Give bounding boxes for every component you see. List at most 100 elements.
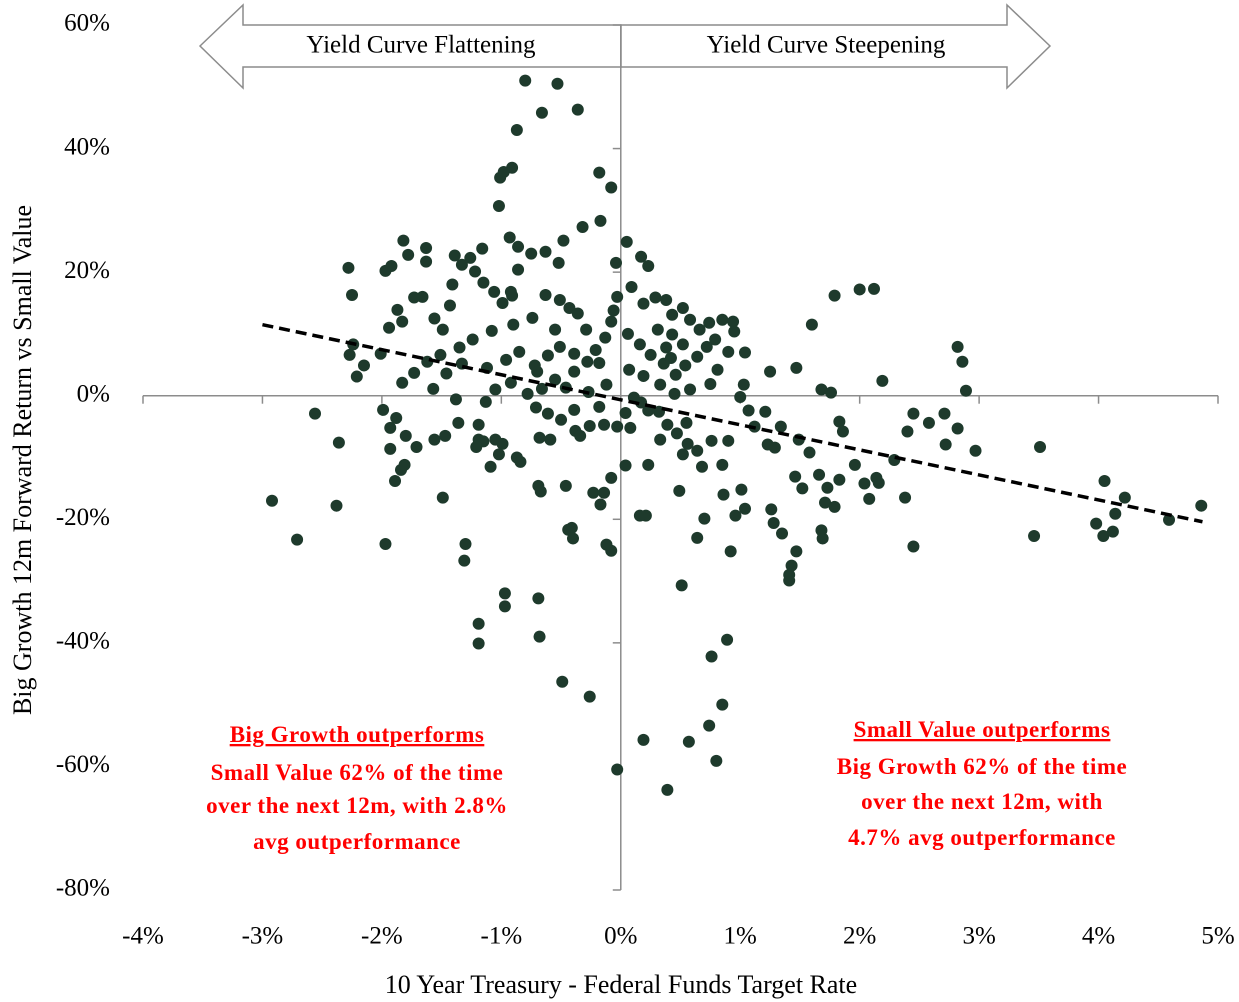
point [549, 373, 562, 386]
point [700, 340, 713, 353]
point [599, 331, 612, 344]
annotation: Big Growth outperforms [230, 722, 485, 747]
point [472, 418, 485, 431]
point [410, 440, 423, 453]
point [384, 421, 397, 434]
point [598, 418, 611, 431]
point [728, 325, 741, 338]
point [785, 559, 798, 572]
point [571, 103, 584, 116]
point [455, 258, 468, 271]
point [637, 297, 650, 310]
point [539, 245, 552, 258]
x-tick-label: -4% [122, 923, 164, 950]
point [1163, 513, 1176, 526]
point [633, 509, 646, 522]
point [611, 420, 624, 433]
y-tick-label: 40% [64, 133, 110, 160]
point [863, 492, 876, 505]
point [654, 433, 667, 446]
point [621, 327, 634, 340]
point [485, 324, 498, 337]
point [868, 282, 880, 295]
point [533, 431, 546, 444]
point [938, 407, 951, 420]
point [698, 512, 711, 525]
point [436, 323, 449, 336]
point [605, 471, 618, 484]
point [464, 251, 477, 264]
y-tick-label: 60% [64, 10, 110, 37]
point [350, 370, 363, 383]
y-axis-title: Big Growth 12m Forward Return vs Small V… [8, 205, 37, 715]
arrow-label: Yield Curve Flattening [306, 32, 536, 59]
point [637, 369, 650, 382]
point [535, 382, 548, 395]
point [1097, 529, 1110, 542]
point [583, 690, 596, 703]
point [533, 630, 546, 643]
point [452, 416, 465, 429]
point [383, 321, 396, 334]
point [470, 440, 483, 453]
point [729, 509, 742, 522]
point [633, 338, 646, 351]
point [828, 500, 841, 513]
point [828, 289, 841, 302]
point [446, 278, 459, 291]
point [619, 459, 632, 472]
point [513, 345, 526, 358]
point [551, 77, 564, 90]
point [681, 437, 694, 450]
annotation: over the next 12m, with [861, 789, 1103, 814]
point [669, 368, 682, 381]
point [449, 393, 462, 406]
point [343, 348, 356, 361]
y-tick-label: -20% [56, 504, 110, 531]
point [816, 532, 829, 545]
point [759, 405, 772, 418]
point [600, 378, 613, 391]
point [959, 384, 972, 397]
point [833, 415, 846, 428]
point [1106, 525, 1119, 538]
point [503, 231, 516, 244]
y-tick-label: 20% [64, 257, 110, 284]
point [600, 538, 613, 551]
point [676, 338, 689, 351]
point [476, 242, 489, 255]
point [568, 365, 581, 378]
point [815, 383, 828, 396]
point [642, 259, 655, 272]
point [735, 483, 748, 496]
point [624, 421, 637, 434]
annotation: over the next 12m, with 2.8% [206, 793, 508, 818]
point [969, 444, 982, 457]
point [472, 637, 485, 650]
point [783, 574, 796, 587]
x-axis-title: 10 Year Treasury - Federal Funds Target … [385, 970, 857, 999]
point [498, 587, 511, 600]
point [703, 316, 716, 329]
point [532, 592, 545, 605]
point [1034, 440, 1047, 453]
point [922, 416, 935, 429]
point [420, 242, 433, 255]
point [448, 249, 461, 262]
point [691, 444, 704, 457]
arrow-label: Yield Curve Steepening [707, 32, 946, 59]
point [768, 441, 781, 454]
point [593, 400, 606, 413]
point [675, 579, 688, 592]
point [330, 499, 343, 512]
point [696, 460, 708, 473]
point [676, 301, 689, 314]
point [500, 353, 513, 366]
point [691, 531, 704, 544]
point [571, 307, 584, 320]
point [684, 383, 697, 396]
point [876, 374, 889, 387]
point [670, 427, 683, 440]
point [722, 434, 735, 447]
